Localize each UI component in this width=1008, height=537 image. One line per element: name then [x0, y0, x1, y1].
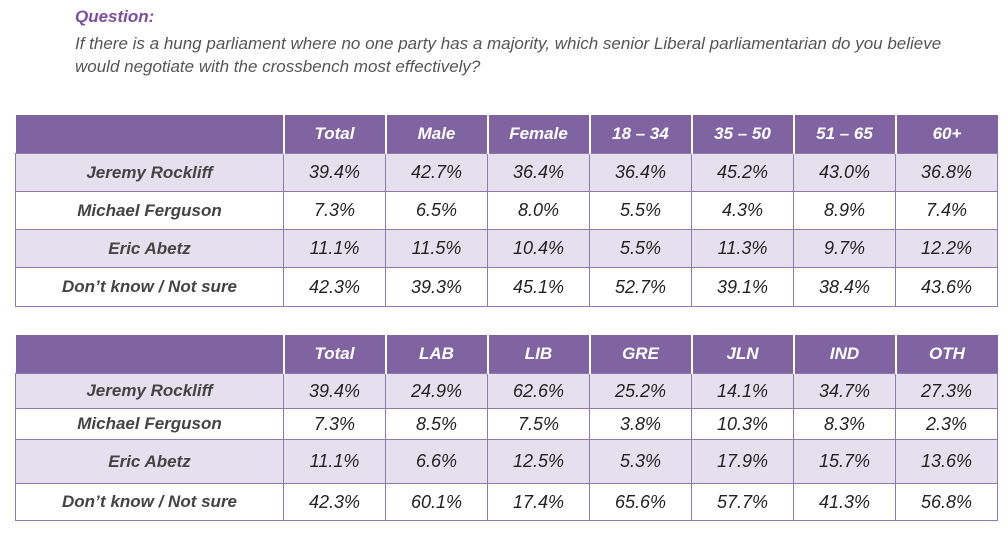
- question-text: If there is a hung parliament where no o…: [75, 34, 942, 76]
- value-cell: 36.4%: [589, 153, 692, 192]
- value-cell: 39.1%: [691, 267, 794, 307]
- value-cell: 39.3%: [385, 267, 488, 307]
- value-cell: 27.3%: [895, 373, 998, 409]
- header-cell: [15, 335, 284, 374]
- value-cell: 17.4%: [487, 483, 590, 521]
- value-cell: 14.1%: [691, 373, 794, 409]
- value-cell: 56.8%: [895, 483, 998, 521]
- value-cell: 3.8%: [589, 408, 692, 440]
- header-cell: Total: [282, 335, 386, 374]
- row-label: Don’t know / Not sure: [15, 483, 284, 521]
- question-label: Question:: [75, 7, 155, 26]
- value-cell: 41.3%: [793, 483, 896, 521]
- value-cell: 43.6%: [895, 267, 998, 307]
- value-cell: 36.4%: [487, 153, 590, 192]
- table-row: Michael Ferguson 7.3% 8.5% 7.5% 3.8% 10.…: [15, 408, 998, 440]
- value-cell: 7.3%: [283, 191, 386, 230]
- value-cell: 8.0%: [487, 191, 590, 230]
- table-row: Jeremy Rockliff 39.4% 24.9% 62.6% 25.2% …: [15, 373, 998, 409]
- table-row: Don’t know / Not sure 42.3% 60.1% 17.4% …: [15, 483, 998, 521]
- value-cell: 42.3%: [283, 267, 386, 307]
- value-cell: 8.5%: [385, 408, 488, 440]
- table-header-row: Total LAB LIB GRE JLN IND OTH: [15, 335, 998, 374]
- value-cell: 10.4%: [487, 229, 590, 268]
- value-cell: 24.9%: [385, 373, 488, 409]
- header-cell: JLN: [690, 335, 794, 374]
- header-cell: 51 – 65: [792, 115, 896, 154]
- value-cell: 7.3%: [283, 408, 386, 440]
- row-label: Jeremy Rockliff: [15, 153, 284, 192]
- value-cell: 8.9%: [793, 191, 896, 230]
- value-cell: 11.3%: [691, 229, 794, 268]
- header-cell: IND: [792, 335, 896, 374]
- header-cell: [15, 115, 284, 154]
- value-cell: 7.4%: [895, 191, 998, 230]
- header-cell: GRE: [588, 335, 692, 374]
- value-cell: 11.1%: [283, 439, 386, 484]
- value-cell: 8.3%: [793, 408, 896, 440]
- table-header-row: Total Male Female 18 – 34 35 – 50 51 – 6…: [15, 115, 998, 154]
- value-cell: 34.7%: [793, 373, 896, 409]
- value-cell: 62.6%: [487, 373, 590, 409]
- value-cell: 2.3%: [895, 408, 998, 440]
- header-cell: LIB: [486, 335, 590, 374]
- party-vote-table: Total LAB LIB GRE JLN IND OTH Jeremy Roc…: [15, 335, 998, 521]
- value-cell: 38.4%: [793, 267, 896, 307]
- value-cell: 52.7%: [589, 267, 692, 307]
- value-cell: 13.6%: [895, 439, 998, 484]
- value-cell: 45.1%: [487, 267, 590, 307]
- value-cell: 15.7%: [793, 439, 896, 484]
- table-row: Don’t know / Not sure 42.3% 39.3% 45.1% …: [15, 267, 998, 307]
- value-cell: 11.5%: [385, 229, 488, 268]
- value-cell: 39.4%: [283, 153, 386, 192]
- value-cell: 10.3%: [691, 408, 794, 440]
- value-cell: 45.2%: [691, 153, 794, 192]
- demographics-table: Total Male Female 18 – 34 35 – 50 51 – 6…: [15, 115, 998, 307]
- value-cell: 11.1%: [283, 229, 386, 268]
- value-cell: 12.5%: [487, 439, 590, 484]
- value-cell: 5.3%: [589, 439, 692, 484]
- value-cell: 42.7%: [385, 153, 488, 192]
- value-cell: 5.5%: [589, 191, 692, 230]
- value-cell: 65.6%: [589, 483, 692, 521]
- row-label: Eric Abetz: [15, 439, 284, 484]
- value-cell: 57.7%: [691, 483, 794, 521]
- row-label: Michael Ferguson: [15, 408, 284, 440]
- value-cell: 39.4%: [283, 373, 386, 409]
- header-cell: LAB: [384, 335, 488, 374]
- header-cell: 18 – 34: [588, 115, 692, 154]
- header-cell: 35 – 50: [690, 115, 794, 154]
- value-cell: 4.3%: [691, 191, 794, 230]
- value-cell: 17.9%: [691, 439, 794, 484]
- value-cell: 5.5%: [589, 229, 692, 268]
- header-cell: OTH: [894, 335, 998, 374]
- row-label: Eric Abetz: [15, 229, 284, 268]
- header-cell: Female: [486, 115, 590, 154]
- header-cell: Total: [282, 115, 386, 154]
- row-label: Don’t know / Not sure: [15, 267, 284, 307]
- value-cell: 6.5%: [385, 191, 488, 230]
- value-cell: 43.0%: [793, 153, 896, 192]
- value-cell: 7.5%: [487, 408, 590, 440]
- header-cell: 60+: [894, 115, 998, 154]
- table-row: Eric Abetz 11.1% 6.6% 12.5% 5.3% 17.9% 1…: [15, 439, 998, 484]
- table-row: Michael Ferguson 7.3% 6.5% 8.0% 5.5% 4.3…: [15, 191, 998, 230]
- value-cell: 12.2%: [895, 229, 998, 268]
- table-row: Jeremy Rockliff 39.4% 42.7% 36.4% 36.4% …: [15, 153, 998, 192]
- value-cell: 42.3%: [283, 483, 386, 521]
- value-cell: 25.2%: [589, 373, 692, 409]
- value-cell: 9.7%: [793, 229, 896, 268]
- table-row: Eric Abetz 11.1% 11.5% 10.4% 5.5% 11.3% …: [15, 229, 998, 268]
- row-label: Jeremy Rockliff: [15, 373, 284, 409]
- value-cell: 6.6%: [385, 439, 488, 484]
- value-cell: 36.8%: [895, 153, 998, 192]
- value-cell: 60.1%: [385, 483, 488, 521]
- header-cell: Male: [384, 115, 488, 154]
- row-label: Michael Ferguson: [15, 191, 284, 230]
